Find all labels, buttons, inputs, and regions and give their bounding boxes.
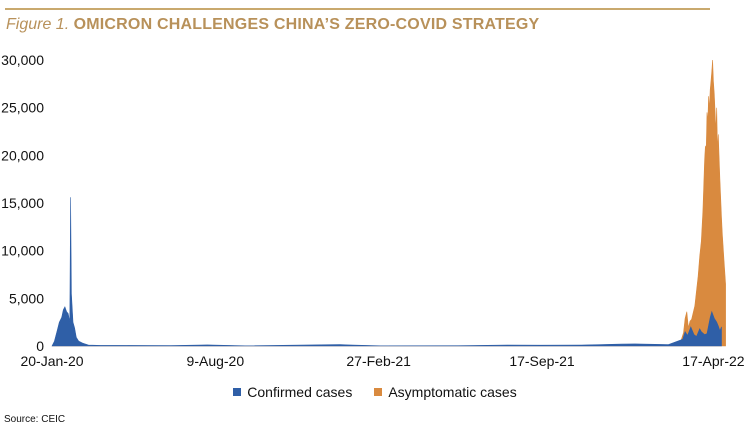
series-area-asymptomatic [52,59,726,347]
x-axis: 20-Jan-20 9-Aug-20 27-Feb-21 17-Sep-21 17-Ap… [20,353,744,369]
legend: Confirmed cases Asymptomatic cases [0,384,750,400]
y-tick-label: 30,000 [1,52,44,68]
chart-title: Figure 1. OMICRON CHALLENGES CHINA’S ZER… [6,16,539,34]
x-tick-label: 17-Sep-21 [509,353,575,369]
source-note: Source: CEIC [4,414,66,425]
legend-swatch-asymptomatic [374,388,383,396]
y-axis: 0 5,000 10,000 15,000 20,000 25,000 30,000 [1,52,44,354]
series-area-confirmed [51,197,722,347]
y-tick-label: 5,000 [9,290,44,306]
x-tick-label: 20-Jan-20 [20,353,83,369]
y-tick-label: 0 [36,338,44,354]
legend-label-confirmed: Confirmed cases [247,384,353,400]
series-areas [51,59,726,347]
y-tick-label: 25,000 [1,100,44,116]
x-tick-label: 17-Apr-22 [682,353,744,369]
y-tick-label: 15,000 [1,195,44,211]
legend-label-asymptomatic: Asymptomatic cases [388,384,517,400]
x-tick-label: 27-Feb-21 [346,353,411,369]
title-rule [5,8,710,10]
y-tick-label: 20,000 [1,147,44,163]
figure-label: Figure 1. [6,16,70,33]
legend-item-asymptomatic: Asymptomatic cases [374,384,517,400]
figure-title: OMICRON CHALLENGES CHINA’S ZERO-COVID ST… [73,16,540,33]
legend-swatch-confirmed [233,388,242,396]
y-tick-label: 10,000 [1,243,44,259]
legend-item-confirmed: Confirmed cases [233,384,352,400]
x-tick-label: 9-Aug-20 [187,353,245,369]
